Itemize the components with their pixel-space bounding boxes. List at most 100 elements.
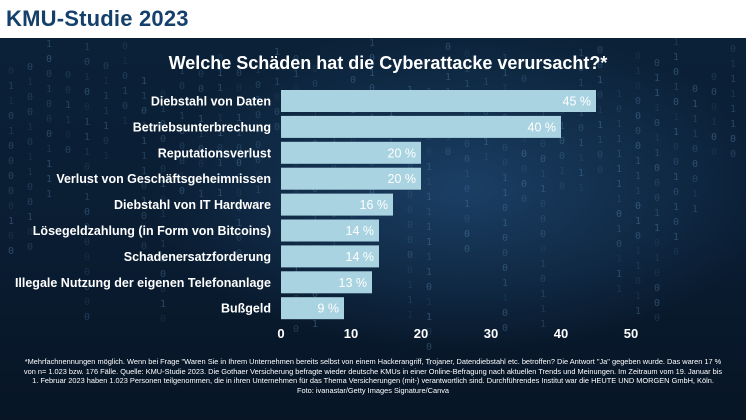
value-label: 20 % [388, 172, 417, 186]
bar [281, 90, 596, 112]
svg-text:0: 0 [179, 186, 185, 197]
svg-text:1: 1 [673, 202, 679, 213]
svg-text:1: 1 [426, 177, 432, 188]
svg-text:0: 0 [407, 205, 413, 216]
svg-text:0: 0 [84, 297, 90, 308]
svg-text:1: 1 [540, 259, 546, 270]
svg-text:0: 0 [711, 147, 717, 158]
svg-text:1: 1 [635, 306, 641, 317]
svg-text:0: 0 [217, 53, 223, 64]
x-tick-label: 0 [277, 326, 284, 341]
header-band: KMU-Studie 2023 [0, 0, 746, 38]
svg-text:1: 1 [198, 99, 204, 110]
bar [281, 141, 421, 164]
svg-text:1: 1 [407, 295, 413, 306]
svg-text:0: 0 [654, 178, 660, 189]
svg-text:0: 0 [274, 107, 280, 118]
svg-text:1: 1 [616, 164, 622, 175]
svg-text:1: 1 [654, 88, 660, 99]
svg-text:1: 1 [597, 75, 603, 86]
svg-text:1: 1 [521, 134, 527, 145]
svg-text:1: 1 [84, 42, 90, 53]
svg-text:1: 1 [654, 73, 660, 84]
bar [281, 167, 421, 190]
svg-text:1: 1 [141, 91, 147, 102]
svg-text:1: 1 [407, 310, 413, 321]
svg-text:0: 0 [65, 145, 71, 156]
svg-text:0: 0 [122, 101, 128, 112]
category-label: Illegale Nutzung der eigenen Telefonanla… [15, 276, 271, 290]
svg-text:1: 1 [179, 171, 185, 182]
value-label: 14 % [346, 250, 375, 264]
svg-text:1: 1 [426, 237, 432, 248]
svg-text:0: 0 [293, 54, 299, 65]
svg-text:1: 1 [103, 91, 109, 102]
svg-text:1: 1 [616, 224, 622, 235]
svg-text:0: 0 [597, 45, 603, 56]
svg-text:1: 1 [635, 171, 641, 182]
footnote-line-4: Foto: ivanastar/Getty Images Signature/C… [297, 385, 449, 395]
svg-text:0: 0 [8, 141, 14, 152]
svg-text:0: 0 [84, 267, 90, 278]
svg-text:0: 0 [160, 194, 166, 205]
svg-text:1: 1 [27, 77, 33, 88]
svg-text:1: 1 [673, 52, 679, 63]
svg-text:1: 1 [217, 98, 223, 109]
svg-text:1: 1 [730, 104, 736, 115]
svg-text:1: 1 [103, 76, 109, 87]
svg-text:1: 1 [483, 62, 489, 73]
svg-text:1: 1 [654, 133, 660, 144]
svg-text:1: 1 [635, 66, 641, 77]
svg-text:1: 1 [502, 53, 508, 64]
svg-text:0: 0 [616, 239, 622, 250]
svg-text:0: 0 [312, 289, 318, 300]
svg-text:0: 0 [103, 136, 109, 147]
svg-text:1: 1 [84, 192, 90, 203]
bar [281, 271, 372, 294]
svg-text:0: 0 [407, 235, 413, 246]
svg-text:0: 0 [236, 83, 242, 94]
svg-text:1: 1 [293, 69, 299, 80]
svg-text:0: 0 [445, 42, 451, 53]
svg-text:0: 0 [65, 85, 71, 96]
svg-text:0: 0 [103, 61, 109, 72]
svg-text:0: 0 [692, 144, 698, 155]
svg-text:0: 0 [483, 107, 489, 118]
svg-text:1: 1 [103, 106, 109, 117]
svg-text:0: 0 [255, 125, 261, 136]
svg-text:0: 0 [179, 81, 185, 92]
category-label: Bußgeld [221, 302, 271, 316]
svg-text:1: 1 [730, 74, 736, 85]
svg-text:0: 0 [160, 164, 166, 175]
svg-text:1: 1 [730, 89, 736, 100]
svg-text:0: 0 [27, 62, 33, 73]
svg-text:1: 1 [369, 38, 375, 49]
svg-text:0: 0 [46, 129, 52, 140]
svg-text:0: 0 [521, 149, 527, 160]
svg-text:1: 1 [616, 254, 622, 265]
svg-text:1: 1 [160, 179, 166, 190]
svg-text:1: 1 [464, 79, 470, 90]
svg-text:1: 1 [673, 232, 679, 243]
svg-text:0: 0 [84, 102, 90, 113]
svg-text:0: 0 [46, 114, 52, 125]
svg-text:0: 0 [160, 134, 166, 145]
svg-text:1: 1 [483, 137, 489, 148]
svg-text:0: 0 [46, 99, 52, 110]
svg-text:0: 0 [597, 90, 603, 101]
svg-text:1: 1 [122, 56, 128, 67]
footnote: *Mehrfachnennungen möglich. Wenn bei Fra… [4, 357, 742, 395]
svg-text:1: 1 [198, 114, 204, 125]
svg-text:0: 0 [350, 75, 356, 86]
svg-text:1: 1 [483, 152, 489, 163]
svg-text:1: 1 [540, 169, 546, 180]
svg-text:1: 1 [692, 114, 698, 125]
svg-text:1: 1 [578, 108, 584, 119]
svg-text:0: 0 [407, 160, 413, 171]
svg-text:0: 0 [27, 92, 33, 103]
svg-text:0: 0 [27, 137, 33, 148]
category-label: Betriebsunterbrechung [133, 120, 271, 134]
svg-text:1: 1 [255, 65, 261, 76]
svg-text:1: 1 [160, 239, 166, 250]
svg-text:1: 1 [464, 169, 470, 180]
